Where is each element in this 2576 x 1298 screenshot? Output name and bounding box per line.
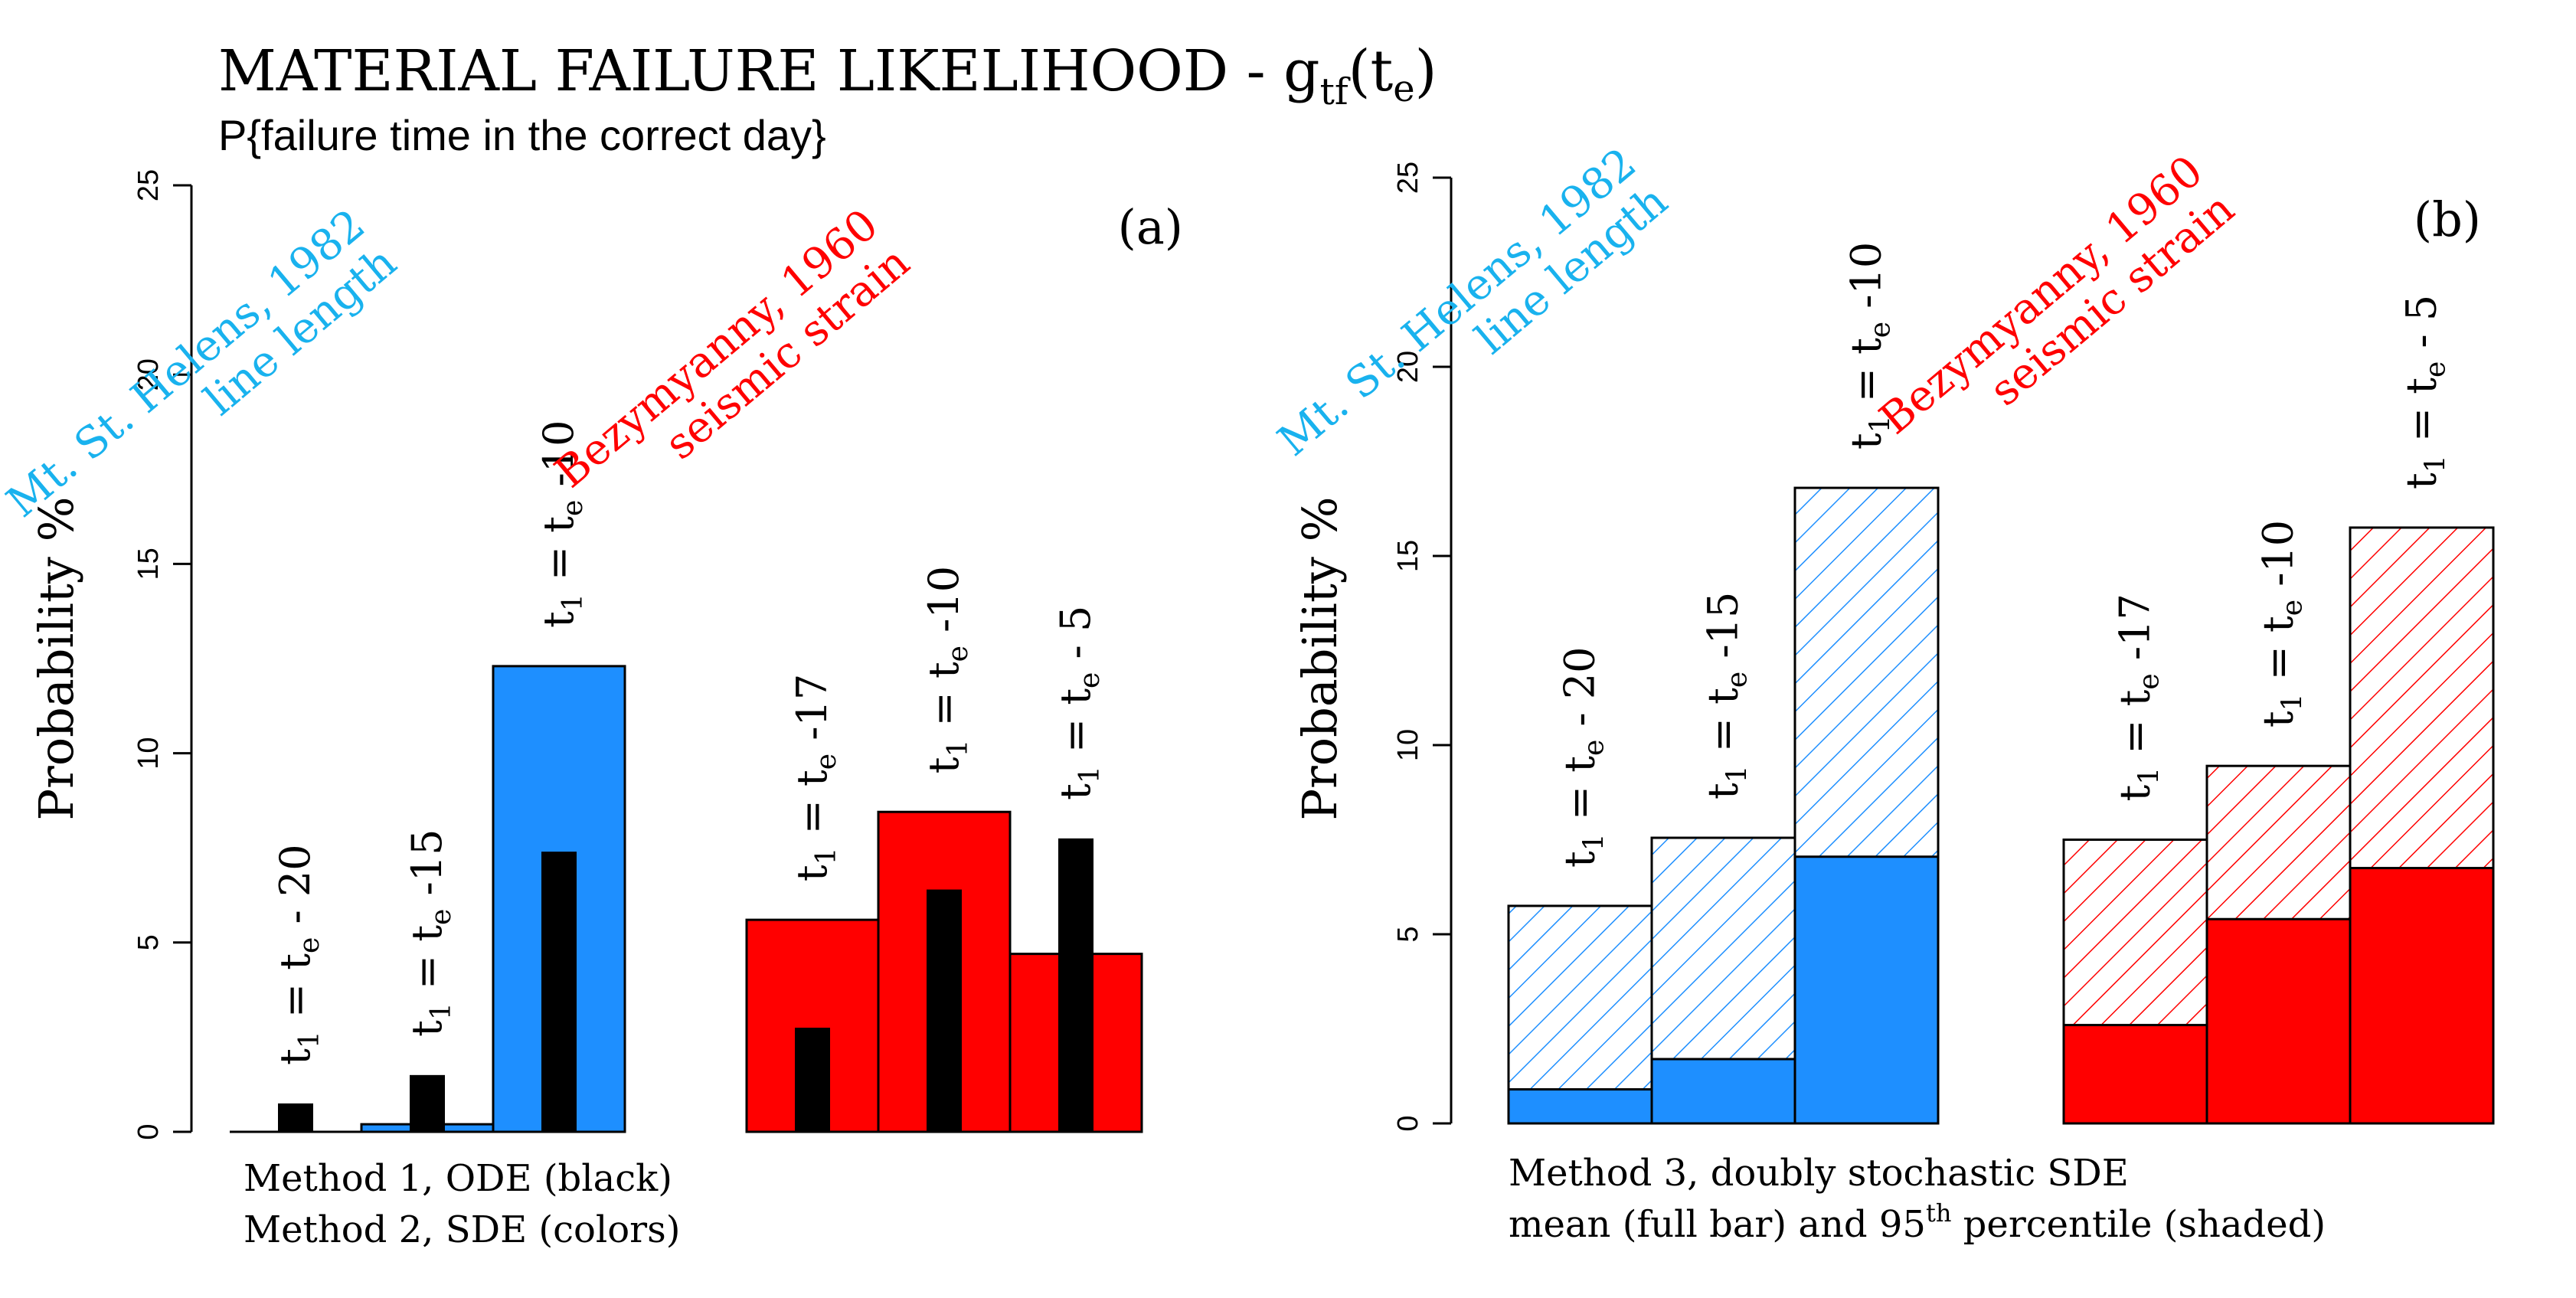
bar-label: t1 = te - 20: [1556, 646, 1610, 868]
ode-bar: [410, 1074, 445, 1132]
caption-line: Method 2, SDE (colors): [244, 1208, 680, 1251]
panel-label: (b): [2414, 191, 2481, 247]
ode-bar: [278, 1103, 313, 1132]
bar-label: t1 = te - 5: [2398, 295, 2452, 489]
mean-bar: [1793, 855, 1940, 1125]
y-tick-label: 10: [1392, 729, 1424, 761]
group-label-line: Bezymyanny, 1960: [546, 200, 888, 498]
caption-line: mean (full bar) and 95th percentile (sha…: [1509, 1198, 2326, 1246]
y-tick-label: 15: [132, 548, 165, 580]
mean-bar: [2205, 917, 2352, 1125]
group-label-line: Mt. St. Helens, 1982: [1269, 139, 1646, 466]
figure-subtitle: P{failure time in the correct day}: [218, 111, 826, 159]
caption-line: Method 3, doubly stochastic SDE: [1509, 1152, 2129, 1195]
title-arg: (t: [1348, 38, 1394, 104]
bar-group-0: t1 = te - 20 t1 = te -15 t1 = te -10 Mt. St…: [0, 200, 626, 1133]
title-close: ): [1415, 38, 1437, 104]
y-tick-label: 5: [132, 934, 165, 950]
bar-label: t1 = te -10: [2254, 520, 2309, 727]
mean-bar: [2349, 867, 2495, 1125]
group-label-line: Mt. St. Helens, 1982: [0, 200, 374, 528]
y-tick-label: 25: [1392, 162, 1424, 194]
ode-bar: [795, 1028, 830, 1132]
bar-label: t1 = te - 5: [1051, 606, 1106, 800]
title-main: MATERIAL FAILURE LIKELIHOOD - g: [218, 38, 1320, 104]
y-tick-label: 25: [132, 169, 165, 201]
y-axis-a: 0 5 10 15 20 25 Probability %: [28, 169, 193, 1140]
ode-bar: [1058, 838, 1093, 1132]
y-axis-b: 0 5 10 15 20 25 Probability %: [1292, 162, 1453, 1132]
bar-label: t1 = te -10: [920, 566, 974, 773]
bar-group-1: t1 = te -17 t1 = te -10 t1 = te - 5 Bezymya…: [1871, 146, 2495, 1125]
bar-label: t1 = te -10: [1842, 242, 1897, 450]
y-tick-label: 5: [1392, 926, 1424, 942]
mean-bar: [1507, 1088, 1653, 1125]
y-axis-label: Probability %: [28, 496, 84, 820]
p95-bar: [1507, 904, 1653, 1125]
title-main-sub: tf: [1320, 70, 1351, 113]
bar-label: t1 = te - 20: [271, 844, 325, 1065]
ode-bar: [541, 852, 577, 1132]
y-tick-label: 20: [1392, 351, 1424, 383]
bar-label: t1 = te -10: [534, 420, 589, 628]
bar-group-1: t1 = te -17 t1 = te -10 t1 = te - 5 Bezymya…: [546, 200, 1143, 1133]
y-tick-label: 0: [132, 1123, 165, 1139]
bar-group-0: t1 = te - 20 t1 = te -15 t1 = te -10 Mt. St…: [1269, 139, 1940, 1125]
panel-label: (a): [1118, 199, 1183, 255]
bar-label: t1 = te -17: [788, 674, 842, 881]
y-tick-label: 0: [1392, 1115, 1424, 1131]
bar-label: t1 = te -17: [2111, 593, 2166, 801]
y-tick-label: 10: [132, 737, 165, 769]
mean-bar: [1650, 1058, 1796, 1125]
mean-bar: [2062, 1024, 2208, 1125]
y-tick-label: 20: [132, 358, 165, 391]
ode-bar: [927, 889, 962, 1132]
y-tick-label: 15: [1392, 540, 1424, 572]
figure-title: MATERIAL FAILURE LIKELIHOOD - gtf(te): [218, 38, 1437, 113]
group-label-line: Bezymyanny, 1960: [1871, 146, 2212, 444]
y-axis-label: Probability %: [1292, 496, 1348, 820]
bar-label: t1 = te -15: [403, 829, 457, 1037]
bar-label: t1 = te -15: [1699, 592, 1754, 799]
title-arg-sub: e: [1393, 67, 1414, 110]
caption-line: Method 1, ODE (black): [244, 1157, 672, 1200]
